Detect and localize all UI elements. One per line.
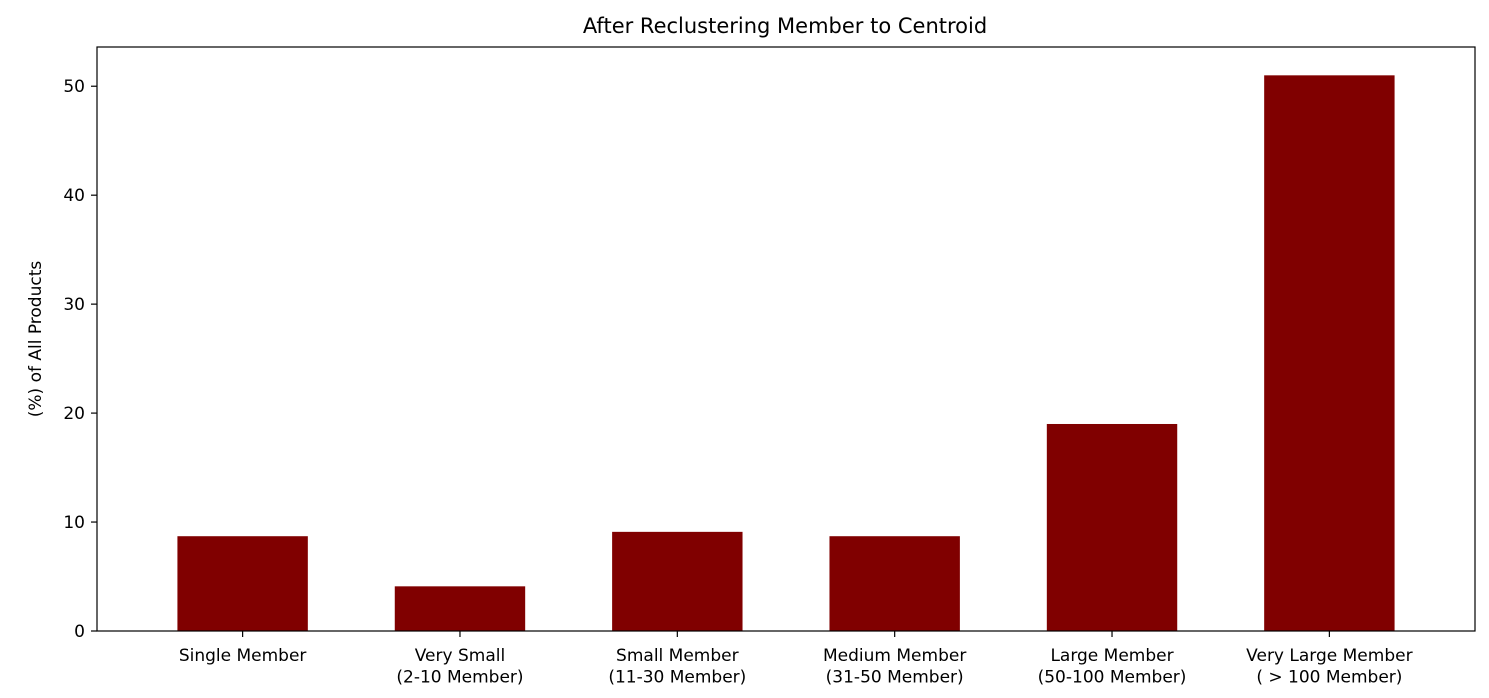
- y-axis-ticks: 0 10 20 30 40 50: [63, 77, 97, 642]
- bar-2: [612, 531, 743, 631]
- y-tick-label-0: 0: [74, 622, 85, 642]
- bar-1: [394, 586, 526, 631]
- bar-3: [829, 536, 960, 631]
- bar-4: [1046, 423, 1178, 631]
- y-tick-label-1: 10: [63, 513, 85, 533]
- x-tick-label-1: Very Small (2-10 Member): [396, 646, 523, 687]
- bars-group: [177, 75, 1395, 631]
- x-tick-label-2: Small Member (11-30 Member): [608, 646, 746, 687]
- bar-0: [177, 536, 308, 631]
- plot-area-frame: [96, 46, 1476, 632]
- x-tick-label-3: Medium Member (31-50 Member): [823, 646, 966, 687]
- x-axis-ticks: Single Member Very Small (2-10 Member) Smal…: [179, 631, 1413, 687]
- y-tick-label-4: 40: [63, 186, 85, 206]
- y-tick-label-3: 30: [63, 295, 85, 315]
- chart-title: After Reclustering Member to Centroid: [583, 14, 987, 38]
- y-axis-label: (%) of All Products: [26, 261, 46, 418]
- x-tick-label-0: Single Member: [179, 646, 307, 666]
- x-tick-label-4: Large Member (50-100 Member): [1038, 646, 1187, 687]
- x-tick-label-5: Very Large Member( > 100 Member): [1246, 646, 1412, 687]
- y-tick-label-5: 50: [63, 77, 85, 97]
- bar-5: [1264, 75, 1395, 631]
- y-tick-label-2: 20: [63, 404, 85, 424]
